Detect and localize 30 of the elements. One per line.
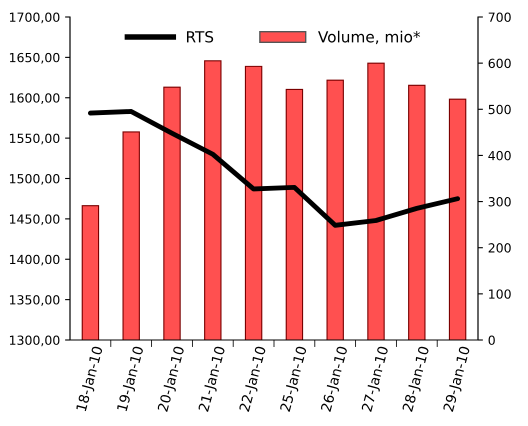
y-tick-label: 1400,00 xyxy=(10,254,60,266)
legend-label: Volume, mio* xyxy=(318,30,420,44)
bar xyxy=(286,88,304,340)
y-tick-label: 1450,00 xyxy=(10,214,60,226)
y-tick-label: 1550,00 xyxy=(10,134,60,144)
bar xyxy=(163,86,181,340)
y-tick-label: 1500,00 xyxy=(10,174,60,185)
y-tick-label: 1700,00 xyxy=(10,12,60,24)
bar xyxy=(408,84,426,340)
line-series xyxy=(88,109,460,228)
bar xyxy=(82,205,100,340)
y2-tick-label: 600 xyxy=(488,58,511,68)
y2-tick-label: 400 xyxy=(488,150,511,160)
bar xyxy=(244,66,262,340)
y2-tick-label: 700 xyxy=(488,12,511,22)
y2-tick-label: 0 xyxy=(488,335,495,345)
y-tick-label: 1600,00 xyxy=(10,93,60,104)
y-tick-label: 1300,00 xyxy=(10,335,60,346)
y-tick-label: 1350,00 xyxy=(10,295,60,306)
legend-label: RTS xyxy=(186,31,214,43)
bar xyxy=(326,80,344,340)
y-tick-label: 1650,00 xyxy=(10,52,60,64)
bar xyxy=(204,60,222,340)
bar xyxy=(367,62,385,340)
y2-tick-label: 200 xyxy=(488,243,511,253)
y2-tick-label: 100 xyxy=(489,289,511,299)
bar xyxy=(448,98,466,340)
bar xyxy=(122,131,140,340)
y2-tick-label: 500 xyxy=(488,104,511,114)
y2-tick-label: 300 xyxy=(488,197,511,206)
